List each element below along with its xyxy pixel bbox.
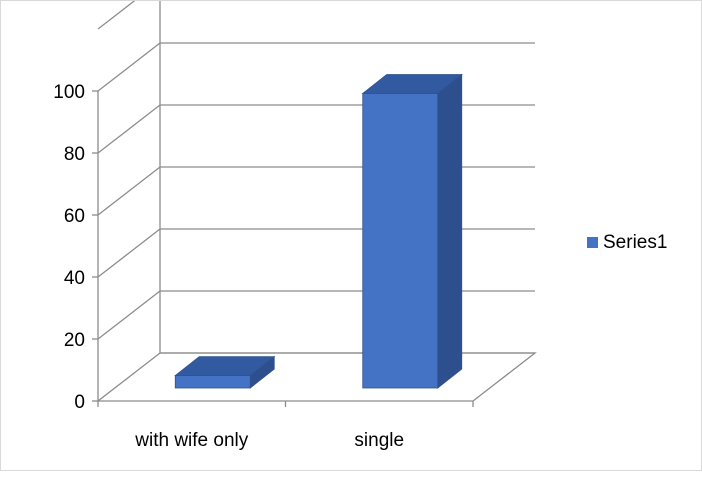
bars <box>174 73 463 389</box>
y-tick-label-1: 20 <box>64 330 85 351</box>
y-tick-label-2: 40 <box>64 268 85 289</box>
gridline-wall-20 <box>97 290 161 340</box>
gridline-wall-120 <box>97 0 137 30</box>
legend-label-series1: Series1 <box>603 232 667 253</box>
axes <box>92 0 474 407</box>
bar-side-1 <box>437 73 463 389</box>
y-tick-label-5: 100 <box>53 82 85 103</box>
bar-1 <box>361 73 463 389</box>
gridline-wall-100 <box>97 42 161 92</box>
floor-outline <box>96 352 537 402</box>
chart-floor <box>96 352 537 402</box>
y-tick-label-4: 80 <box>64 144 85 165</box>
y-tick-labels: 0 20 40 60 80 100 <box>53 82 85 413</box>
gridline-wall-60 <box>97 166 161 216</box>
y-tick-label-0: 0 <box>74 392 85 413</box>
legend-swatch-series1 <box>587 237 598 248</box>
bar-front-1 <box>362 93 439 389</box>
y-tick-label-3: 60 <box>64 206 85 227</box>
legend: Series1 <box>587 232 667 253</box>
bar-front-0 <box>174 375 251 389</box>
gridline-wall-40 <box>97 228 161 278</box>
bar-0 <box>174 355 276 389</box>
x-tick-labels: with wife only single <box>134 430 404 451</box>
x-tick-label-1: single <box>354 430 404 451</box>
gridlines <box>97 0 535 354</box>
gridline-wall-80 <box>97 104 161 154</box>
x-tick-label-0: with wife only <box>134 430 248 451</box>
